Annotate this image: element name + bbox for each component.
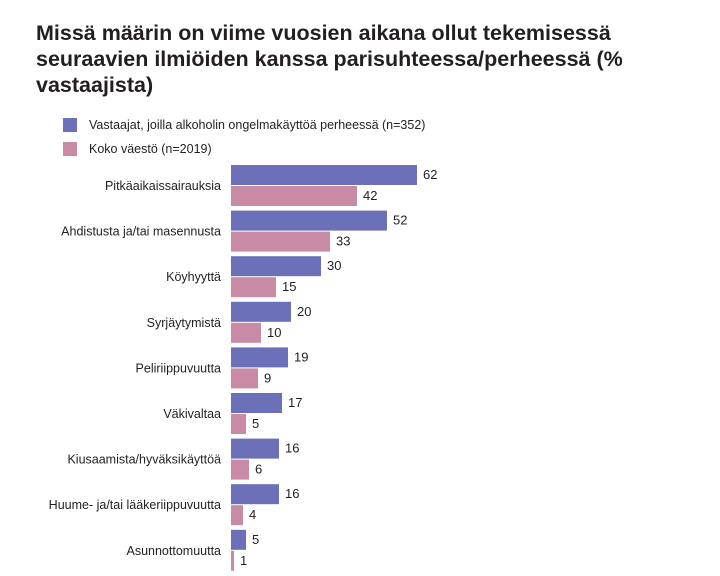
- legend-swatch-whole-population: [63, 142, 77, 156]
- data-label: 9: [264, 370, 271, 385]
- data-label: 1: [240, 553, 247, 568]
- category-label: Pitkäaikaissairauksia: [105, 179, 221, 193]
- bar-alcohol-families: [231, 484, 279, 505]
- category-label: Väkivaltaa: [163, 407, 221, 421]
- data-label: 19: [294, 349, 308, 364]
- data-label: 17: [288, 395, 302, 410]
- category-label: Syrjäytymistä: [147, 316, 221, 330]
- legend-label-whole-population: Koko väestö (n=2019): [89, 142, 212, 156]
- category-label: Ahdistusta ja/tai masennusta: [61, 225, 221, 239]
- chart-title: Missä määrin on viime vuosien aikana oll…: [36, 21, 623, 97]
- category-label: Köyhyyttä: [166, 270, 221, 284]
- data-label: 20: [297, 304, 311, 319]
- legend-swatch-alcohol-families: [63, 118, 77, 132]
- bar-whole-population: [231, 368, 258, 389]
- data-label: 10: [267, 325, 281, 340]
- bar-alcohol-families: [231, 347, 288, 368]
- category-label: Asunnottomuutta: [126, 544, 221, 558]
- data-label: 30: [327, 258, 341, 273]
- data-label: 5: [252, 416, 259, 431]
- bar-alcohol-families: [231, 301, 291, 322]
- data-label: 5: [252, 532, 259, 547]
- bar-whole-population: [231, 414, 246, 434]
- bar-alcohol-families: [231, 438, 279, 459]
- data-label: 6: [255, 462, 262, 477]
- bar-whole-population: [231, 231, 330, 252]
- data-label: 42: [363, 188, 377, 203]
- bar-whole-population: [231, 322, 261, 343]
- bar-alcohol-families: [231, 393, 282, 413]
- data-label: 15: [282, 279, 296, 294]
- bar-whole-population: [231, 186, 357, 206]
- legend-label-alcohol-families: Vastaajat, joilla alkoholin ongelmakäytt…: [89, 118, 426, 132]
- data-label: 62: [423, 167, 437, 182]
- bar-whole-population: [231, 459, 249, 480]
- bar-whole-population: [231, 277, 276, 298]
- bar-alcohol-families: [231, 256, 321, 277]
- bar-alcohol-families: [231, 165, 417, 185]
- data-label: 4: [249, 507, 256, 522]
- bar-whole-population: [231, 505, 243, 526]
- bar-whole-population: [231, 550, 234, 571]
- bar-alcohol-families: [231, 210, 387, 231]
- category-label: Peliriippuvuutta: [136, 361, 222, 375]
- data-label: 33: [336, 234, 350, 249]
- category-label: Huume- ja/tai lääkeriippuvuutta: [49, 498, 221, 512]
- category-label: Kiusaamista/hyväksikäyttöä: [67, 453, 221, 467]
- data-label: 16: [285, 486, 299, 501]
- data-label: 52: [393, 213, 407, 228]
- bar-alcohol-families: [231, 529, 246, 550]
- data-label: 16: [285, 441, 299, 456]
